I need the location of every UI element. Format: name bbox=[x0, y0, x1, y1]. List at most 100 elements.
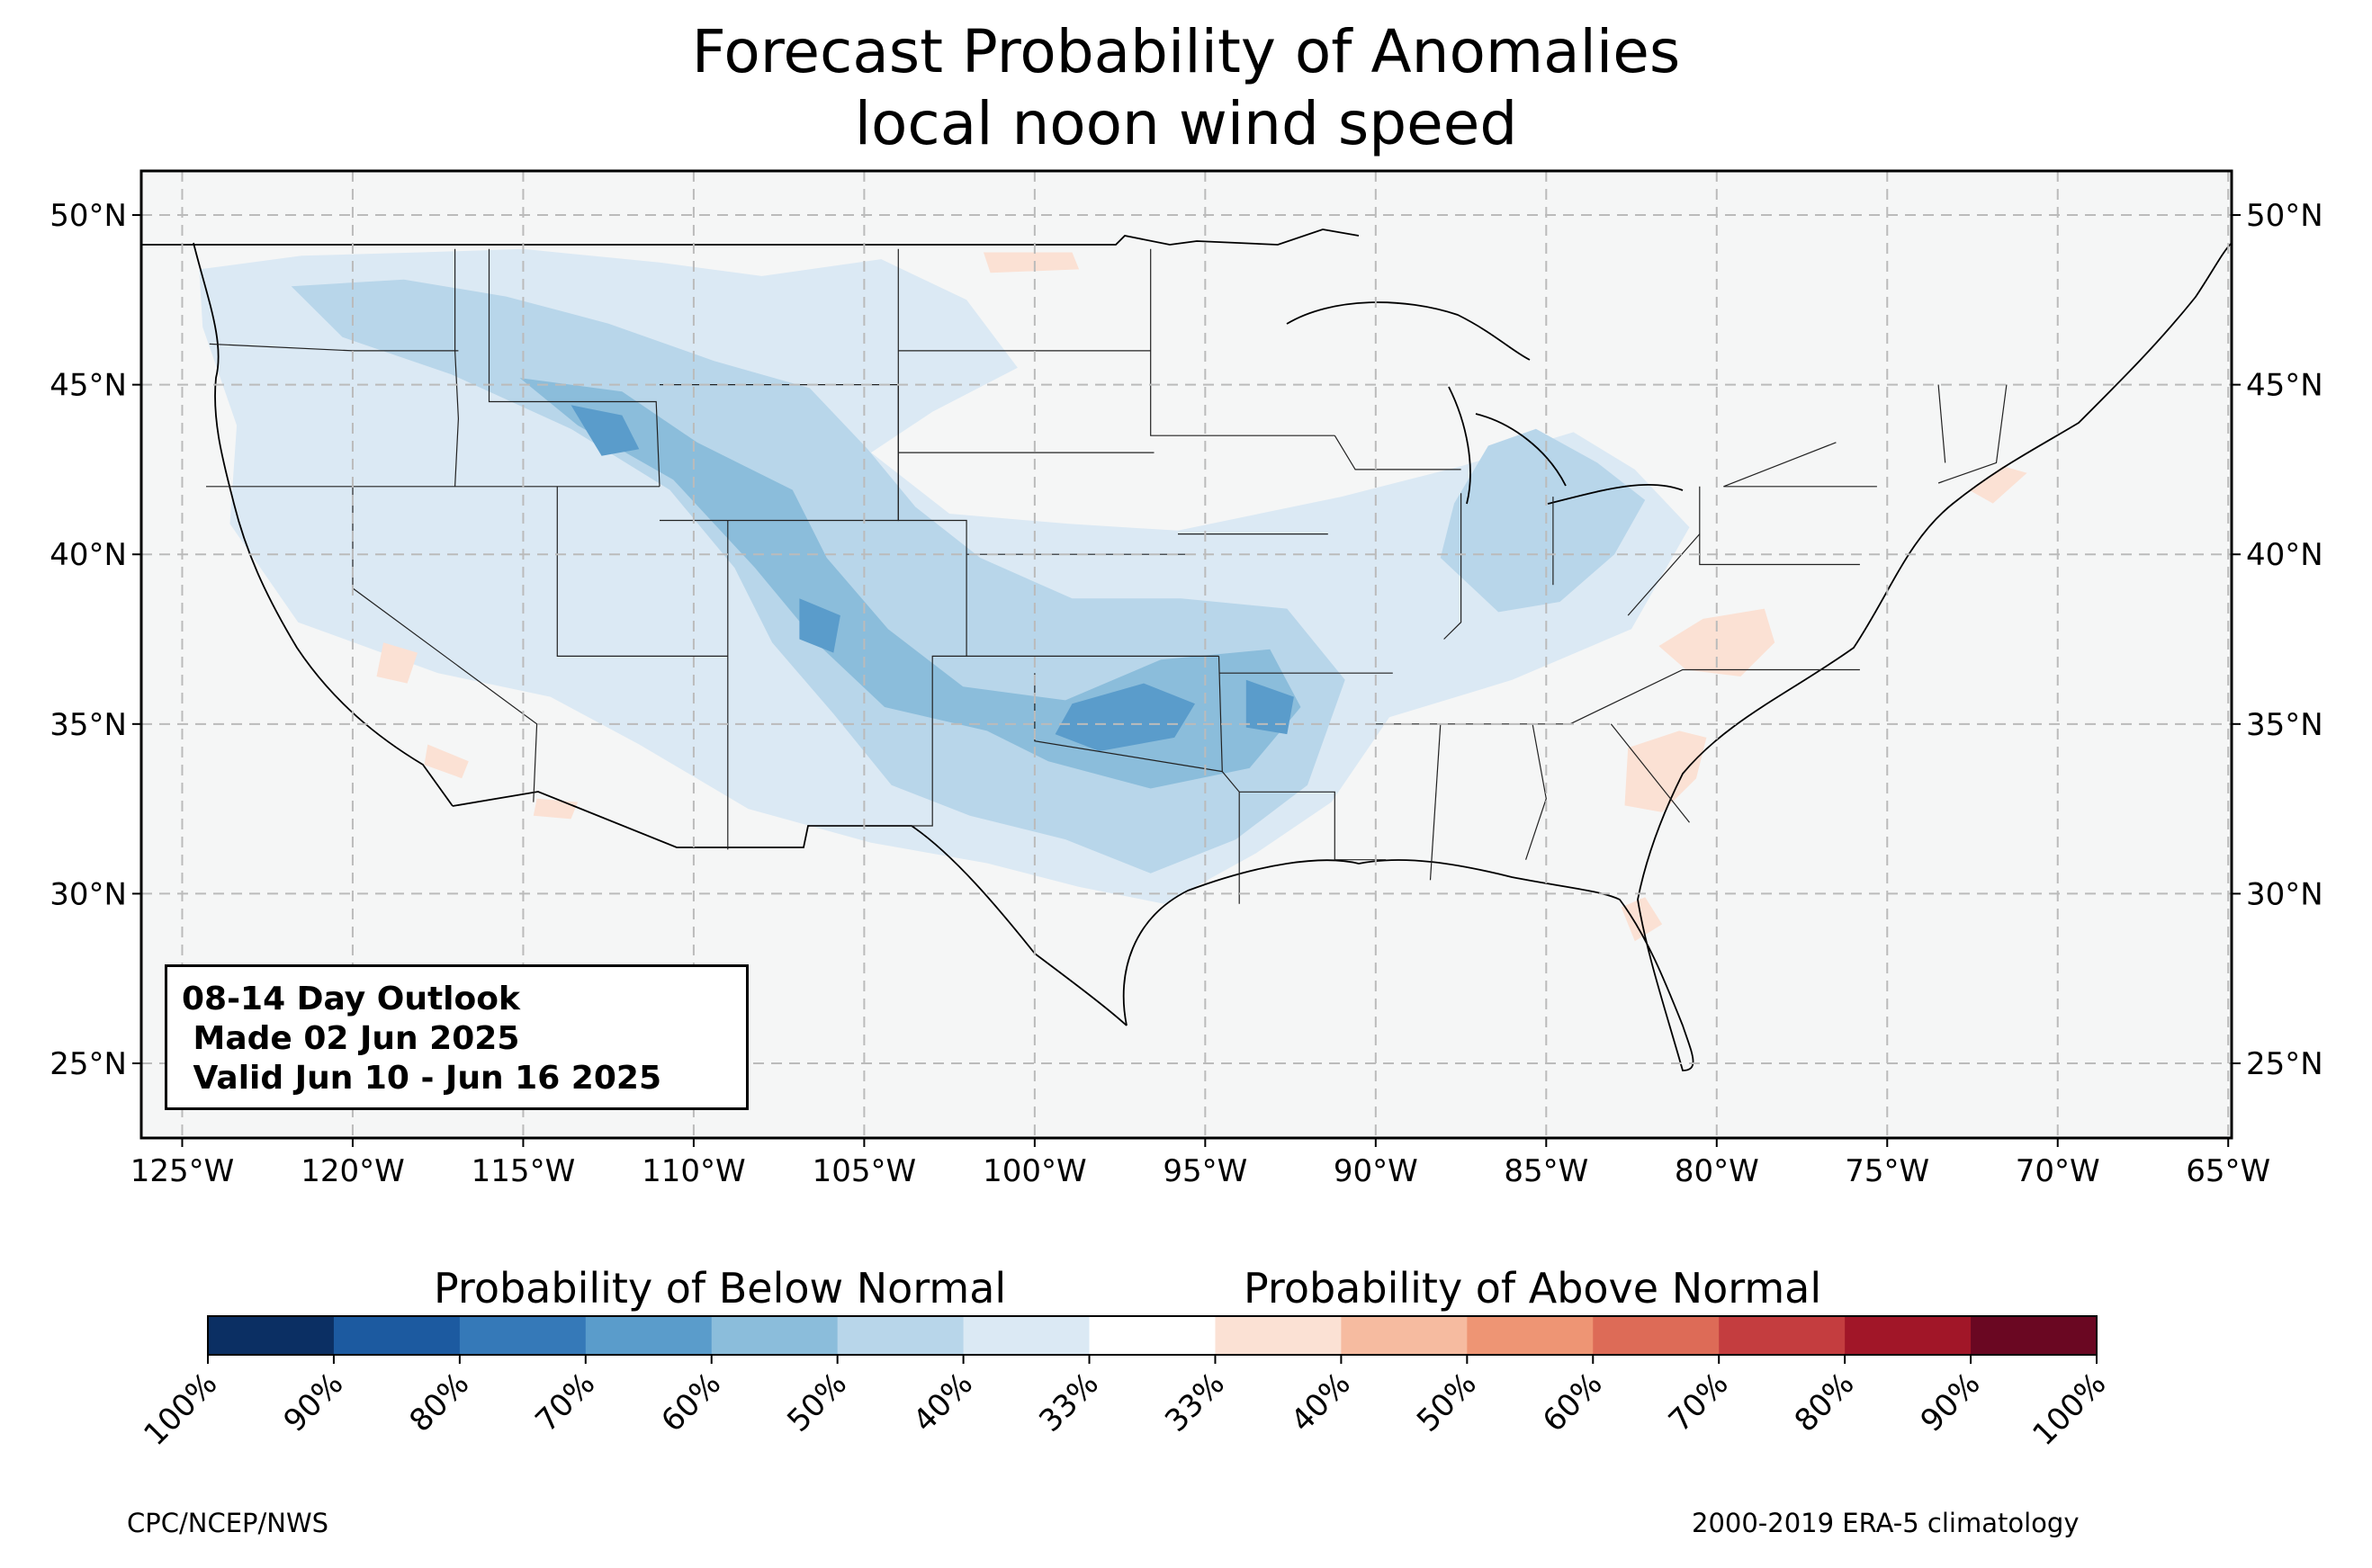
state-border bbox=[488, 248, 660, 487]
state-border bbox=[1217, 656, 1240, 904]
colorbar-swatch bbox=[1845, 1316, 1972, 1355]
lat-tick-label-right: 30°N bbox=[2246, 876, 2323, 912]
map-frame bbox=[139, 169, 2233, 1140]
lon-tick-label: 70°W bbox=[2016, 1153, 2100, 1189]
state-border bbox=[1525, 723, 1547, 860]
state-border bbox=[1627, 533, 1701, 616]
lon-tick-label: 105°W bbox=[813, 1153, 917, 1189]
outlook-period: 08-14 Day Outlook bbox=[182, 981, 520, 1017]
anomaly-area-below-70 bbox=[799, 598, 840, 653]
state-border bbox=[1569, 668, 1860, 725]
lat-tick-label-right: 50°N bbox=[2246, 198, 2323, 234]
colorbar-swatch bbox=[837, 1316, 965, 1355]
colorbar-tick-label: 33% bbox=[1032, 1366, 1106, 1439]
lon-tick-label: 120°W bbox=[301, 1153, 405, 1189]
colorbar-swatch bbox=[1089, 1316, 1216, 1355]
colorbar-tick-label: 50% bbox=[1410, 1366, 1484, 1439]
title-line-1: Forecast Probability of Anomalies bbox=[691, 17, 1681, 86]
anomaly-area-below-70 bbox=[1055, 683, 1195, 751]
colorbar-tick-label: 40% bbox=[906, 1366, 980, 1439]
colorbar-swatch bbox=[711, 1316, 839, 1355]
state-boundaries bbox=[206, 248, 2008, 904]
colorbar-swatch bbox=[1971, 1316, 2098, 1355]
colorbar-tick-label: 70% bbox=[1662, 1366, 1736, 1439]
lat-tick-label-right: 45°N bbox=[2246, 368, 2323, 404]
lat-tick-label-left: 30°N bbox=[49, 876, 127, 912]
anomaly-area-below-70 bbox=[571, 405, 640, 456]
colorbar-tick-label: 50% bbox=[780, 1366, 854, 1439]
longitude-labels: 125°W 120°W 115°W 110°W 105°W 100°W 95°W 90°W 85… bbox=[130, 1138, 2270, 1189]
lat-tick-label-left: 25°N bbox=[49, 1046, 127, 1082]
colorbar-swatch bbox=[1719, 1316, 1846, 1355]
map-title: Forecast Probability of Anomalies local … bbox=[0, 16, 2372, 160]
anomaly-area-below-60 bbox=[519, 378, 1301, 789]
credit-agency: CPC/NCEP/NWS bbox=[127, 1508, 329, 1538]
colorbar-label-above: Probability of Above Normal bbox=[1244, 1264, 1822, 1313]
colorbar-tick-label: 70% bbox=[528, 1366, 602, 1439]
colorbar-swatch bbox=[963, 1316, 1091, 1355]
lon-tick-label: 100°W bbox=[983, 1153, 1087, 1189]
lon-tick-label: 75°W bbox=[1845, 1153, 1929, 1189]
colorbar-label-below: Probability of Below Normal bbox=[434, 1264, 1007, 1313]
lon-tick-label: 95°W bbox=[1163, 1153, 1247, 1189]
state-border bbox=[1334, 435, 1461, 470]
coastline bbox=[193, 242, 2232, 1071]
lon-tick-label: 110°W bbox=[642, 1153, 746, 1189]
lon-tick-label: 65°W bbox=[2186, 1153, 2270, 1189]
colorbar-frame bbox=[207, 1315, 2098, 1356]
colorbar-swatch bbox=[208, 1316, 335, 1355]
anomaly-area-above-40 bbox=[984, 252, 1080, 273]
colorbar-swatch bbox=[585, 1316, 713, 1355]
lon-tick-label: 115°W bbox=[472, 1153, 576, 1189]
lon-tick-label: 125°W bbox=[130, 1153, 235, 1189]
outlook-info-box: 08-14 Day Outlook Made 02 Jun 2025 Valid… bbox=[165, 964, 749, 1110]
colorbar-swatch bbox=[459, 1316, 587, 1355]
state-border bbox=[1699, 486, 1860, 566]
lat-tick-label-left: 50°N bbox=[49, 198, 127, 234]
anomaly-area-below-70 bbox=[1245, 679, 1294, 735]
lat-tick-label-left: 40°N bbox=[49, 537, 127, 573]
colorbar-tick-label: 40% bbox=[1284, 1366, 1358, 1439]
state-border bbox=[1429, 723, 1442, 881]
colorbar: 100% 90% 80% 70% 60% 50% 40% 33% 33% 40% 50% 60% 70%… bbox=[137, 1315, 2113, 1453]
colorbar-tick-label: 60% bbox=[654, 1366, 728, 1439]
colorbar-tick-label: 80% bbox=[1788, 1366, 1862, 1439]
state-border bbox=[1150, 248, 1335, 436]
colorbar-tick-label: 60% bbox=[1536, 1366, 1610, 1439]
colorbar-swatch bbox=[1341, 1316, 1468, 1355]
lat-tick-label-right: 40°N bbox=[2246, 537, 2323, 573]
state-border bbox=[209, 343, 459, 352]
anomaly-area-above-40 bbox=[1969, 466, 2027, 504]
outlook-made-date: Made 02 Jun 2025 bbox=[182, 1020, 520, 1057]
colorbar-swatch bbox=[1215, 1316, 1342, 1355]
anomaly-area-below-50 bbox=[1440, 428, 1646, 613]
us-canada-border bbox=[141, 228, 1360, 246]
state-border bbox=[1239, 791, 1387, 861]
lon-tick-label: 90°W bbox=[1334, 1153, 1418, 1189]
colorbar-swatch bbox=[333, 1316, 461, 1355]
colorbar-swatch bbox=[1593, 1316, 1720, 1355]
colorbar-tick-label: 90% bbox=[1914, 1366, 1988, 1439]
lat-tick-label-right: 35°N bbox=[2246, 707, 2323, 743]
state-border bbox=[1937, 384, 2008, 484]
colorbar-tick-label: 80% bbox=[403, 1366, 477, 1439]
lat-tick-label-left: 45°N bbox=[49, 368, 127, 404]
colorbar-swatch bbox=[1467, 1316, 1594, 1355]
latitude-labels: 25°N 25°N 30°N 30°N 35°N 35°N 40°N 40°N 45°N 45°N… bbox=[49, 198, 2323, 1082]
lat-tick-label-left: 35°N bbox=[49, 707, 127, 743]
state-border bbox=[1443, 493, 1462, 640]
outlook-valid-range: Valid Jun 10 - Jun 16 2025 bbox=[182, 1060, 662, 1097]
state-border bbox=[1937, 384, 1946, 463]
anomaly-area-above-40 bbox=[533, 798, 579, 820]
credit-climatology: 2000-2019 ERA-5 climatology bbox=[1692, 1508, 2080, 1538]
anomaly-area-above-40 bbox=[424, 744, 469, 779]
lat-tick-label-right: 25°N bbox=[2246, 1046, 2323, 1082]
lon-tick-label: 85°W bbox=[1504, 1153, 1588, 1189]
colorbar-tick-label: 100% bbox=[137, 1366, 224, 1453]
title-line-2: local noon wind speed bbox=[854, 89, 1518, 158]
state-border bbox=[1723, 442, 1837, 488]
anomaly-area-above-40 bbox=[1624, 730, 1707, 812]
anomaly-area-above-40 bbox=[376, 642, 418, 684]
colorbar-tick-label: 90% bbox=[277, 1366, 351, 1439]
state-border bbox=[1610, 723, 1690, 823]
